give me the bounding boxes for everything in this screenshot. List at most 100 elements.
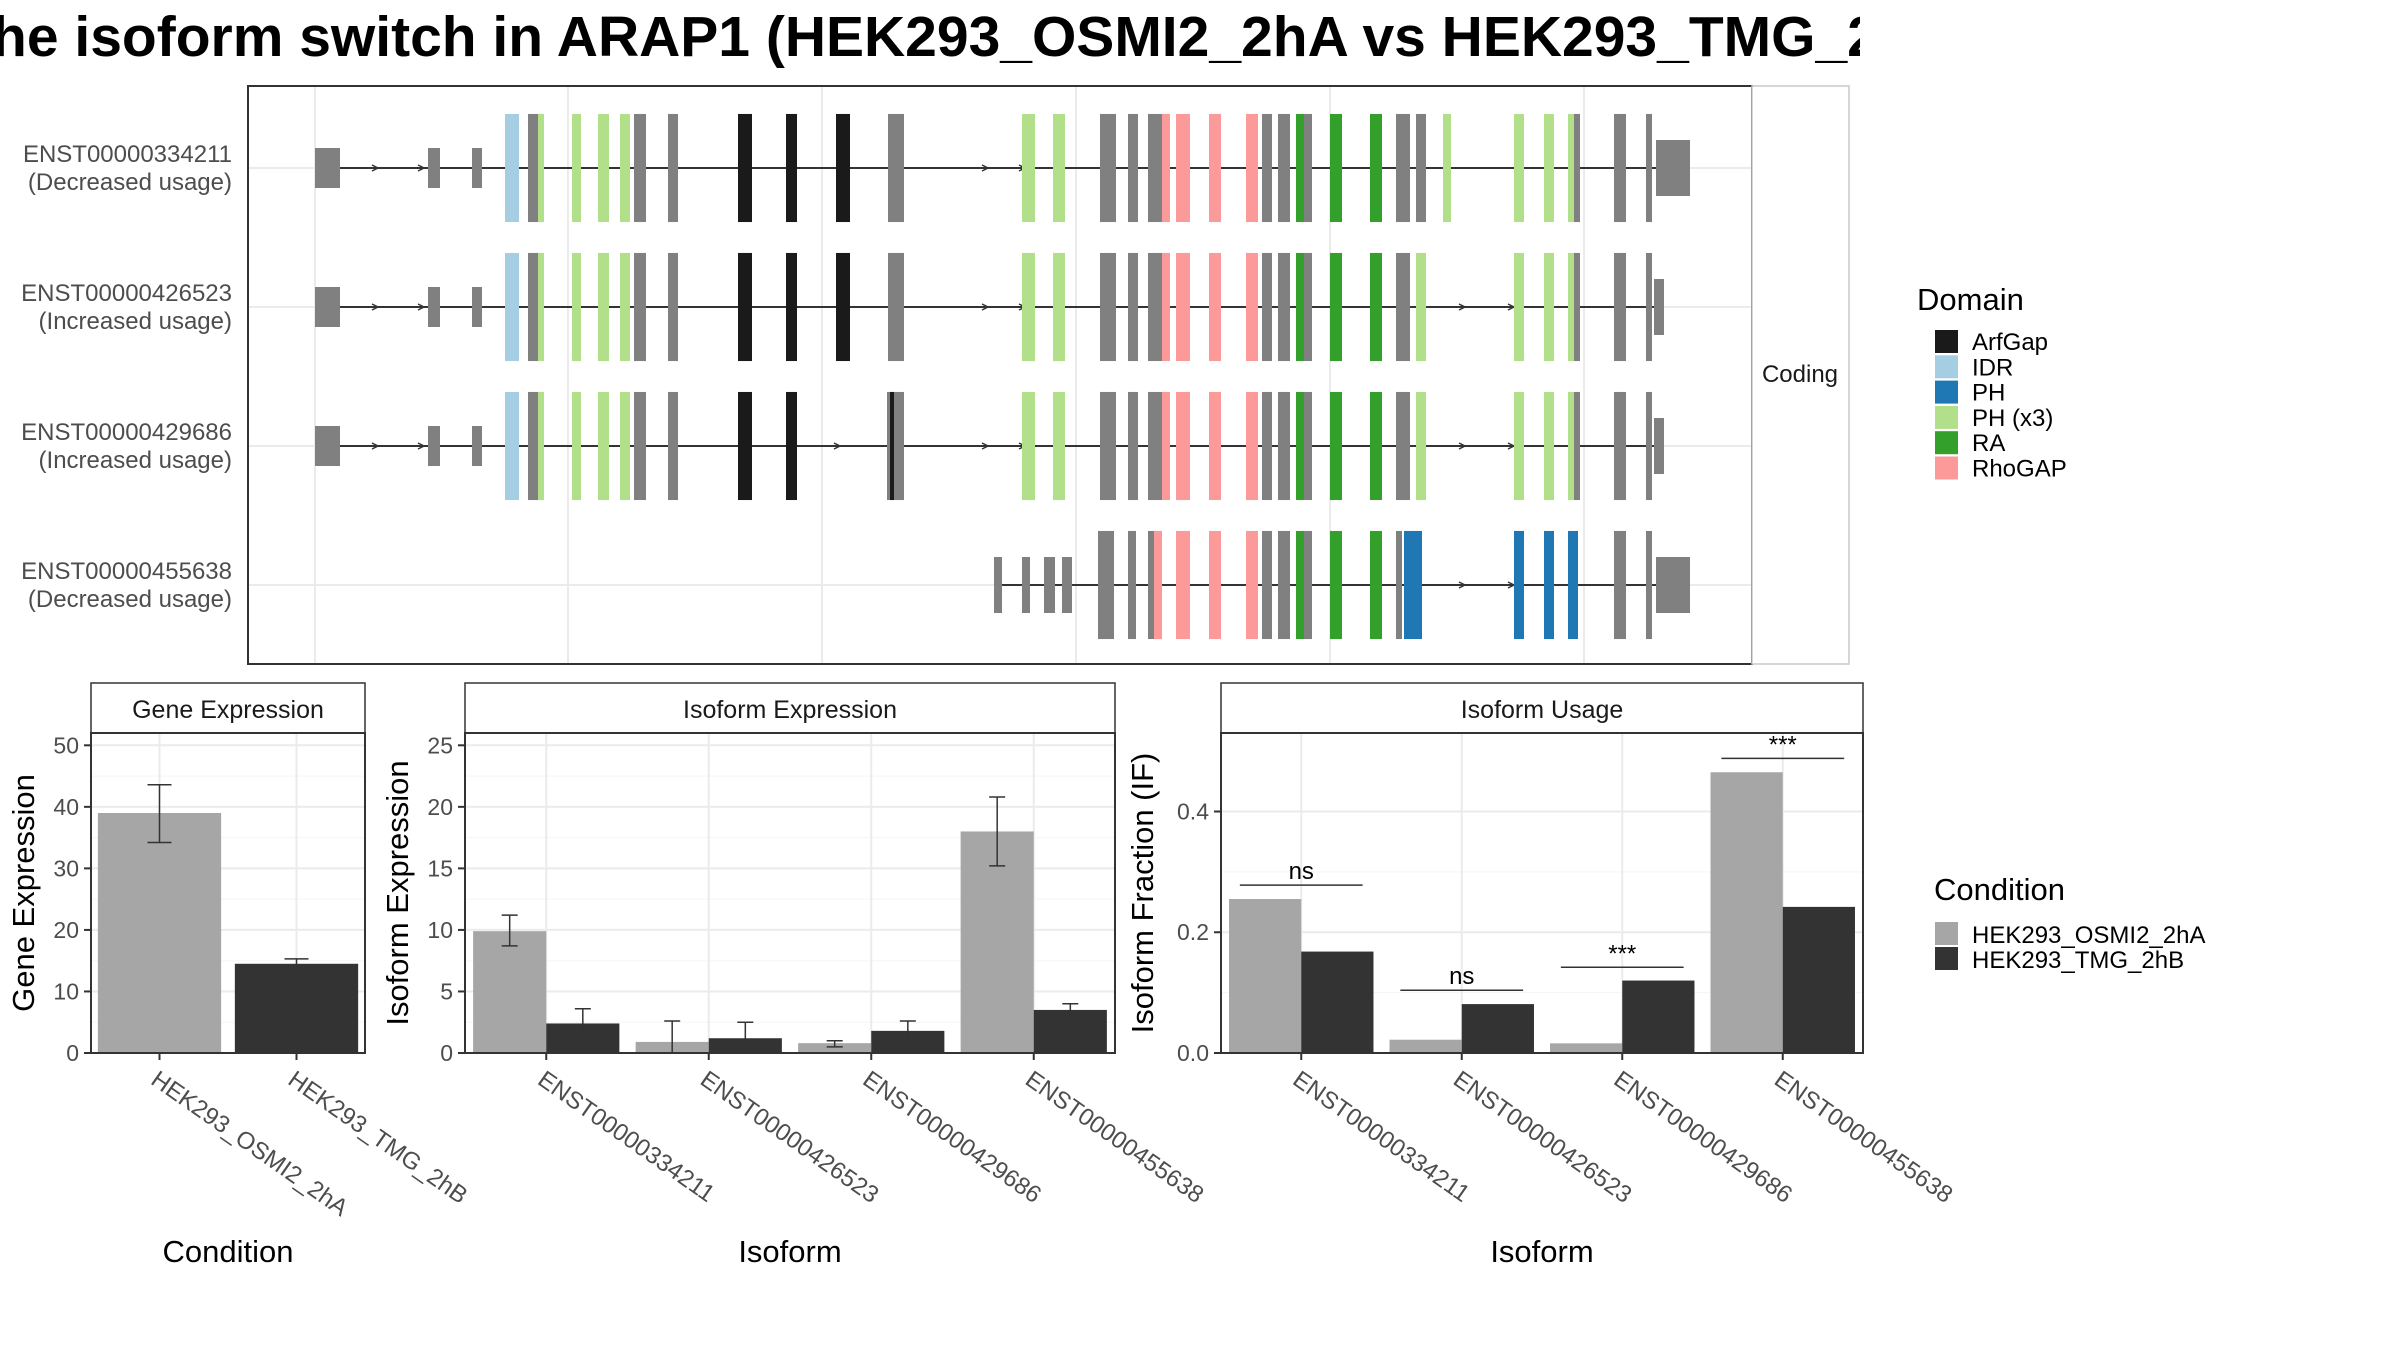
- exon: [1654, 418, 1664, 474]
- significance-label: ***: [1608, 940, 1636, 967]
- exon: [1370, 252, 1382, 362]
- exon: [472, 426, 482, 466]
- isoform-expression-ylabel: Isoform Expression: [380, 760, 415, 1025]
- direction-arrow: [981, 164, 990, 172]
- exon: [1278, 530, 1290, 640]
- exon: [1162, 113, 1170, 223]
- exon: [1262, 113, 1272, 223]
- exon: [668, 391, 678, 501]
- exon: [1656, 140, 1690, 196]
- bar: [798, 1043, 872, 1053]
- exon: [538, 113, 544, 223]
- exon: [1148, 113, 1162, 223]
- exon: [1646, 530, 1652, 640]
- significance-label: ns: [1449, 963, 1474, 990]
- exon: [1022, 391, 1035, 501]
- x-tick-label: ENST00000429686: [858, 1066, 1046, 1209]
- condition-legend-label: HEK293_TMG_2hB: [1972, 947, 2184, 974]
- exon: [1022, 557, 1030, 613]
- y-tick-label: 0.2: [1177, 919, 1209, 945]
- gene-expression-border: [90, 732, 366, 1054]
- exon: [1246, 391, 1258, 501]
- exon: [472, 148, 482, 188]
- transcript-track: [315, 113, 1690, 223]
- exon: [1646, 113, 1652, 223]
- gene-expression-xlabel: Condition: [163, 1234, 294, 1269]
- y-tick-label: 20: [53, 917, 79, 943]
- y-tick-label: 10: [53, 978, 79, 1004]
- exon: [1176, 252, 1190, 362]
- exon: [1053, 113, 1065, 223]
- condition-legend-swatch: [1935, 947, 1958, 970]
- exon: [1304, 391, 1312, 501]
- transcript-labels: ENST00000334211(Decreased usage)ENST0000…: [21, 141, 232, 613]
- exon: [888, 113, 904, 223]
- condition-legend-label: HEK293_OSMI2_2hA: [1972, 922, 2205, 949]
- y-tick-label: 30: [53, 855, 79, 881]
- direction-arrow: [981, 303, 990, 311]
- bar: [1301, 951, 1374, 1053]
- exon: [1416, 113, 1426, 223]
- exon: [1022, 252, 1035, 362]
- exon: [538, 391, 544, 501]
- exon: [1404, 530, 1422, 640]
- transcript-track: [994, 530, 1690, 640]
- exon: [1654, 279, 1664, 335]
- domain-legend-swatch: [1935, 355, 1958, 379]
- exon: [1100, 252, 1116, 362]
- x-tick-label: ENST00000426523: [695, 1066, 883, 1209]
- exon: [1646, 252, 1652, 362]
- isoform-expression-title: Isoform Expression: [683, 696, 897, 724]
- exon: [1209, 530, 1221, 640]
- y-tick-label: 5: [440, 978, 453, 1004]
- exon: [1176, 391, 1190, 501]
- exon: [1544, 113, 1554, 223]
- facet-strip: [1751, 85, 1850, 665]
- direction-arrow: [371, 164, 380, 172]
- exon: [668, 113, 678, 223]
- exon: [1278, 113, 1290, 223]
- exon: [1262, 252, 1272, 362]
- exon: [1296, 113, 1306, 223]
- exon: [1396, 113, 1410, 223]
- exon: [472, 287, 482, 327]
- domain-legend-swatch: [1935, 380, 1958, 404]
- isoform-usage-xlabel: Isoform: [1490, 1234, 1593, 1269]
- direction-arrow: [981, 442, 990, 450]
- exon: [1296, 252, 1306, 362]
- exon: [598, 113, 609, 223]
- exon: [1514, 530, 1524, 640]
- transcript-id-label: ENST00000429686: [21, 419, 232, 446]
- exon: [1574, 113, 1580, 223]
- bar: [1710, 772, 1783, 1053]
- direction-arrow: [1458, 442, 1467, 450]
- significance-label: ns: [1289, 858, 1314, 885]
- exon: [1148, 391, 1162, 501]
- exon: [1514, 391, 1524, 501]
- exon: [620, 391, 630, 501]
- exon: [1246, 530, 1258, 640]
- exon: [1044, 557, 1055, 613]
- exon: [1098, 530, 1114, 640]
- exon: [994, 557, 1002, 613]
- exon: [1154, 530, 1162, 640]
- exon: [1568, 391, 1578, 501]
- transcript-id-label: ENST00000334211: [23, 141, 232, 168]
- isoform-expression-panel: Isoform Expression 0 5 10 15 20 25 ENST0000033…: [380, 682, 1209, 1269]
- exon: [738, 113, 752, 223]
- exon: [1296, 530, 1306, 640]
- bar: [1229, 899, 1302, 1053]
- bar: [234, 963, 359, 1053]
- exon: [836, 252, 850, 362]
- bar: [1461, 1004, 1534, 1053]
- exon: [572, 252, 581, 362]
- y-tick-label: 25: [427, 732, 453, 758]
- structure-panel: Coding ENST00000334211(Decreased usage)E…: [21, 85, 1850, 665]
- domain-legend-label: RA: [1972, 430, 2005, 457]
- exon: [1330, 391, 1342, 501]
- bar: [1622, 980, 1695, 1053]
- exon: [1574, 391, 1580, 501]
- exon: [1416, 391, 1426, 501]
